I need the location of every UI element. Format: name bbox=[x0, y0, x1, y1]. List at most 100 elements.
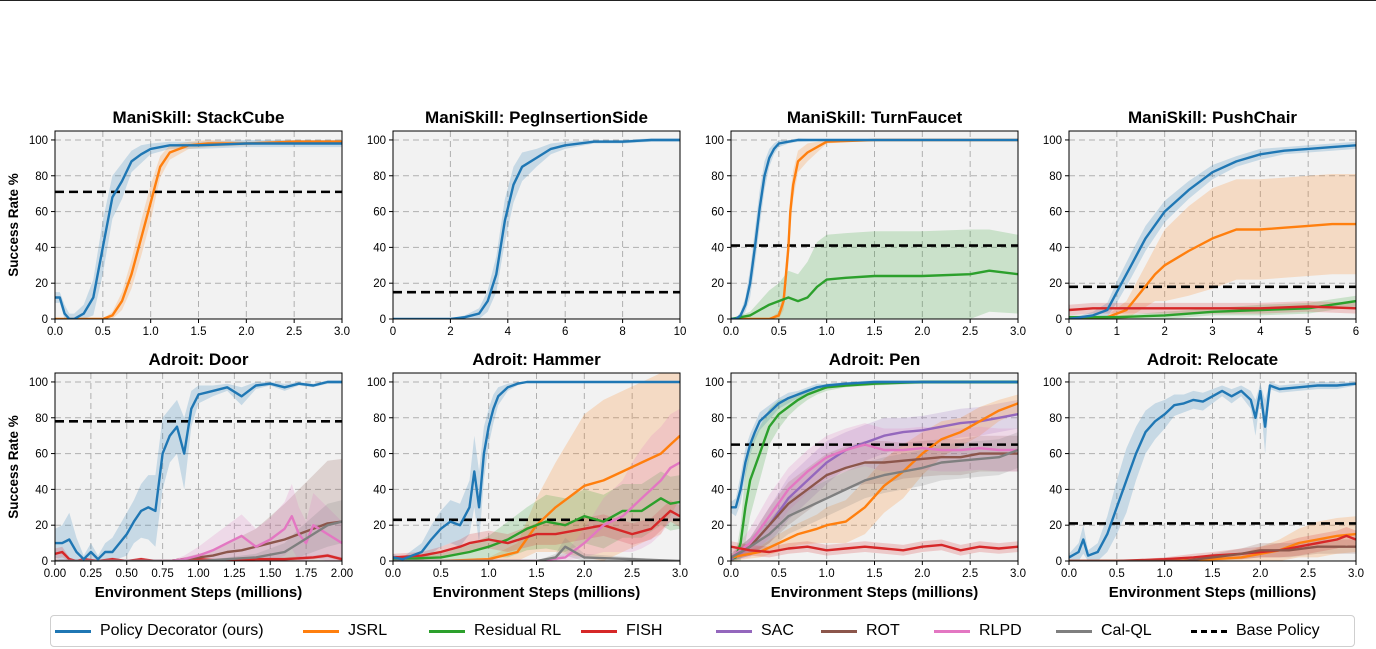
y-tick-label: 40 bbox=[35, 484, 48, 496]
legend-swatch bbox=[934, 629, 970, 633]
y-tick-label: 0 bbox=[42, 314, 48, 326]
y-tick-label: 100 bbox=[705, 135, 724, 147]
series-group bbox=[731, 138, 1018, 319]
x-tick-label: 1.0 bbox=[1157, 568, 1173, 580]
y-tick-label: 80 bbox=[1049, 171, 1062, 183]
y-tick-label: 100 bbox=[29, 135, 48, 147]
line-fish bbox=[393, 509, 680, 559]
legend-label: Cal-QL bbox=[1101, 622, 1152, 639]
y-tick-label: 100 bbox=[29, 377, 48, 389]
line-residual-rl bbox=[731, 269, 1018, 319]
y-tick-label: 80 bbox=[373, 171, 386, 183]
line-rlpd bbox=[55, 515, 342, 561]
chart-title: ManiSkill: StackCube bbox=[113, 108, 285, 127]
line-cal-ql bbox=[731, 448, 1018, 559]
line-rlpd bbox=[731, 443, 1018, 559]
figure: 0.0 0.5 1.0 1.5 2.0 2.5 3.0020406080100ManiSki… bbox=[6, 108, 1364, 601]
legend-swatch bbox=[716, 629, 752, 633]
legend-swatch bbox=[821, 629, 857, 633]
band-rlpd bbox=[55, 484, 342, 561]
y-tick-label: 100 bbox=[1043, 135, 1062, 147]
line-jsrl bbox=[731, 402, 1018, 559]
line-cal-ql bbox=[55, 520, 342, 561]
x-tick-label: 1.25 bbox=[223, 568, 245, 580]
x-tick-label: 0.0 bbox=[47, 326, 63, 338]
band-rot bbox=[55, 458, 342, 561]
y-tick-label: 60 bbox=[1049, 207, 1062, 219]
y-tick-label: 40 bbox=[373, 242, 386, 254]
x-tick-label: 1.0 bbox=[819, 568, 835, 580]
x-tick-label: 1.50 bbox=[259, 568, 281, 580]
y-tick-label: 60 bbox=[711, 207, 724, 219]
legend-item-sac: SAC bbox=[716, 616, 794, 646]
x-tick-label: 4 bbox=[505, 326, 512, 338]
y-tick-label: 100 bbox=[1043, 377, 1062, 389]
top-rule bbox=[0, 0, 1376, 1]
line-policy-decorator-ours bbox=[1069, 144, 1356, 319]
x-tick-label: 1.5 bbox=[529, 568, 545, 580]
y-tick-label: 60 bbox=[373, 207, 386, 219]
chart-title: Adroit: Hammer bbox=[472, 350, 601, 369]
line-policy-decorator-ours bbox=[55, 142, 342, 319]
x-tick-label: 2.00 bbox=[331, 568, 353, 580]
band-residual-rl bbox=[1069, 295, 1356, 319]
y-tick-label: 0 bbox=[380, 314, 386, 326]
y-tick-label: 40 bbox=[711, 484, 724, 496]
legend-label: SAC bbox=[761, 622, 794, 639]
x-tick-label: 2.0 bbox=[914, 326, 930, 338]
y-tick-label: 40 bbox=[373, 484, 386, 496]
legend-label: Base Policy bbox=[1236, 622, 1320, 639]
y-tick-label: 100 bbox=[367, 135, 386, 147]
band-policy-decorator-ours bbox=[1069, 382, 1356, 561]
panel-4-adroit-door: 0.00 0.25 0.50 0.75 1.00 1.25 1.50 1.75 2.00 0 20 4… bbox=[6, 350, 353, 601]
series-group bbox=[1069, 141, 1356, 319]
legend-swatch bbox=[429, 629, 465, 633]
chart-title: Adroit: Relocate bbox=[1147, 350, 1278, 369]
line-fish bbox=[55, 550, 342, 561]
x-tick-label: 0.5 bbox=[1109, 568, 1125, 580]
x-tick-label: 0.5 bbox=[95, 326, 111, 338]
y-tick-label: 0 bbox=[1056, 314, 1062, 326]
x-tick-label: 0.75 bbox=[151, 568, 173, 580]
legend-label: ROT bbox=[866, 622, 900, 639]
y-tick-label: 20 bbox=[711, 278, 724, 290]
y-tick-label: 80 bbox=[711, 413, 724, 425]
x-tick-label: 3.0 bbox=[672, 568, 688, 580]
line-policy-decorator-ours bbox=[393, 380, 680, 561]
x-tick-label: 0.50 bbox=[116, 568, 138, 580]
chart-title: Adroit: Pen bbox=[829, 350, 921, 369]
y-tick-label: 80 bbox=[1049, 413, 1062, 425]
x-tick-label: 1.00 bbox=[187, 568, 209, 580]
legend-label: Residual RL bbox=[474, 622, 562, 639]
band-policy-decorator-ours bbox=[1069, 141, 1356, 319]
legend-label: Policy Decorator (ours) bbox=[100, 622, 264, 639]
x-tick-label: 1.0 bbox=[481, 568, 497, 580]
line-fish bbox=[1069, 534, 1356, 561]
legend-swatch bbox=[55, 629, 91, 633]
line-residual-rl bbox=[393, 497, 680, 561]
x-tick-label: 2.0 bbox=[914, 568, 930, 580]
series-group bbox=[1069, 382, 1356, 561]
band-jsrl bbox=[1069, 174, 1356, 319]
line-policy-decorator-ours bbox=[55, 380, 342, 561]
legend-swatch bbox=[581, 629, 617, 633]
x-tick-label: 2.0 bbox=[576, 568, 592, 580]
y-tick-label: 20 bbox=[35, 520, 48, 532]
axes-frame bbox=[392, 130, 681, 320]
y-tick-label: 60 bbox=[1049, 449, 1062, 461]
x-tick-label: 2 bbox=[447, 326, 453, 338]
chart-title: ManiSkill: TurnFaucet bbox=[787, 108, 963, 127]
x-tick-label: 10 bbox=[674, 326, 687, 338]
x-tick-label: 0.0 bbox=[1061, 568, 1077, 580]
y-tick-label: 80 bbox=[35, 413, 48, 425]
series-group bbox=[393, 138, 680, 319]
y-tick-label: 20 bbox=[373, 278, 386, 290]
y-tick-label: 60 bbox=[373, 449, 386, 461]
band-fish bbox=[55, 546, 342, 561]
line-fish bbox=[731, 543, 1018, 554]
x-tick-label: 0.0 bbox=[723, 568, 739, 580]
y-tick-label: 20 bbox=[1049, 520, 1062, 532]
line-residual-rl bbox=[731, 380, 1018, 561]
x-tick-label: 3 bbox=[1209, 326, 1215, 338]
y-tick-label: 20 bbox=[711, 520, 724, 532]
